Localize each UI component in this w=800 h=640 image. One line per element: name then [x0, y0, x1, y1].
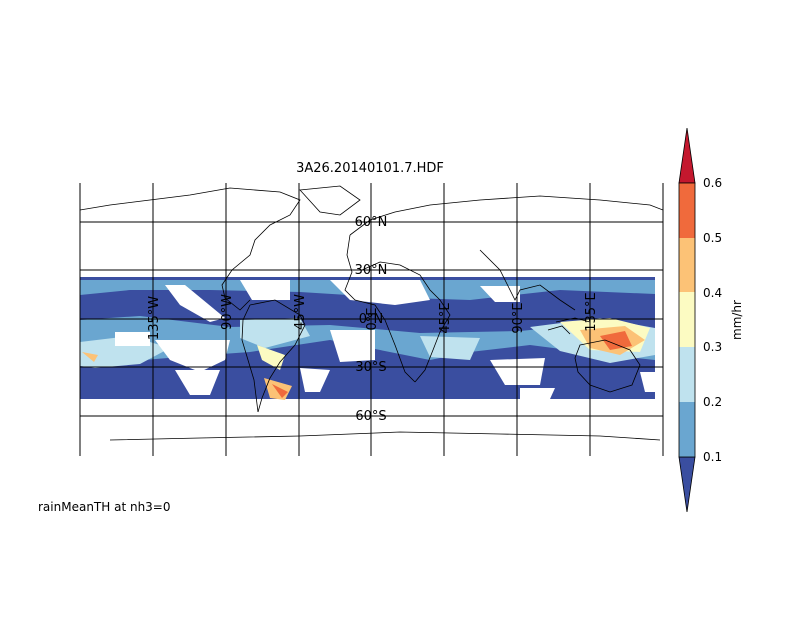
rain-field-peak-east [600, 331, 632, 350]
map-title: 3A26.20140101.7.HDF [296, 161, 444, 176]
colorbar-tick-5: 0.6 [703, 176, 722, 190]
lon-label-135e: 135°E [584, 292, 599, 332]
colorbar-bin-1 [679, 347, 695, 402]
no-data-patches [115, 280, 655, 399]
lat-label-30s: 30°S [355, 360, 386, 375]
colorbar-tick-3: 0.4 [703, 286, 722, 300]
colorbar-bin-4 [679, 183, 695, 238]
variable-label: rainMeanTH at nh3=0 [38, 500, 171, 514]
precipitation-field [80, 277, 655, 400]
lon-label-90e: 90°E [511, 302, 526, 333]
colorbar-unit-label: mm/hr [730, 300, 744, 340]
meridian-labels: 135°W 90°W 45°W 0°E 45°E 90°E 135°E [147, 292, 599, 340]
colorbar-bin-3 [679, 238, 695, 292]
colorbar-under-arrow [678, 456, 696, 513]
lat-label-0n: 0°N [359, 312, 384, 327]
lon-label-135w: 135°W [147, 296, 162, 340]
lat-label-30n: 30°N [355, 263, 388, 278]
colorbar-tick-1: 0.2 [703, 395, 722, 409]
lat-label-60s: 60°S [355, 409, 386, 424]
graticule [79, 183, 664, 456]
colorbar-tick-4: 0.5 [703, 231, 722, 245]
rain-field-peak-south-america [272, 384, 288, 398]
lon-label-0e: 0°E [365, 308, 380, 331]
lon-label-90w: 90°W [220, 294, 235, 330]
lon-label-45e: 45°E [438, 302, 453, 333]
rain-field-pacific-spot [82, 352, 98, 362]
map-panel: 60°N 30°N 0°N 30°S 60°S 135°W 90°W 45°W … [79, 183, 664, 456]
lon-label-45w: 45°W [293, 294, 308, 330]
colorbar-over-arrow [678, 127, 696, 184]
colorbar: 0.1 0.2 0.3 0.4 0.5 0.6 mm/hr [678, 127, 744, 513]
colorbar-ticks: 0.1 0.2 0.3 0.4 0.5 0.6 [703, 176, 722, 464]
lat-label-60n: 60°N [355, 215, 388, 230]
colorbar-bin-0 [679, 402, 695, 457]
colorbar-frame [678, 182, 696, 458]
colorbar-tick-0: 0.1 [703, 450, 722, 464]
parallel-labels: 60°N 30°N 0°N 30°S 60°S [355, 215, 388, 424]
rain-field-brazil [257, 345, 285, 370]
rain-field-amazon [240, 318, 310, 348]
colorbar-tick-2: 0.3 [703, 340, 722, 354]
colorbar-bin-2 [679, 292, 695, 347]
rain-field-indian-ocean [420, 336, 480, 360]
